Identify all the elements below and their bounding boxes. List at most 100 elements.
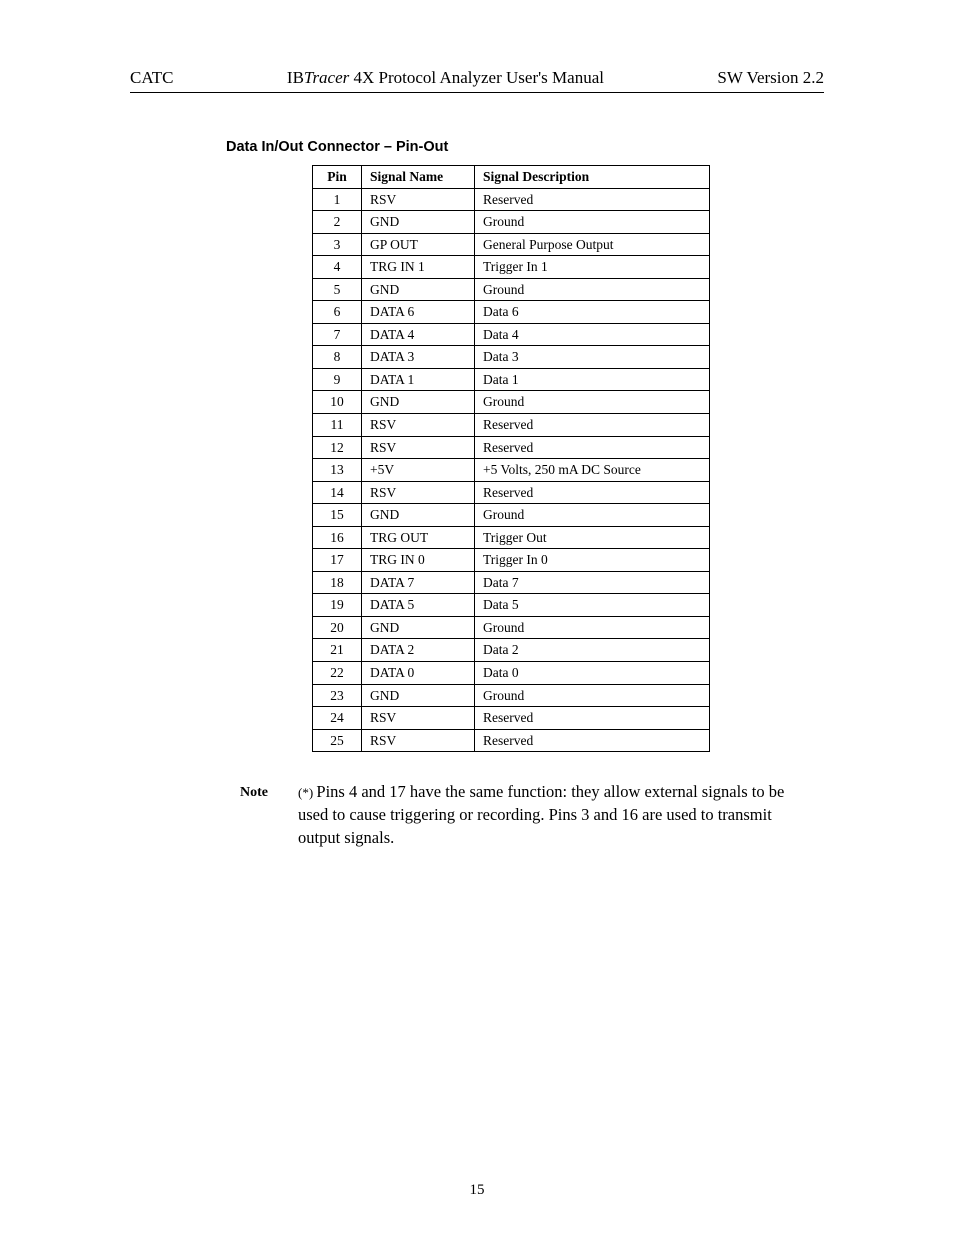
table-cell: +5V (362, 459, 475, 482)
table-row: 7DATA 4Data 4 (313, 323, 710, 346)
table-cell: 6 (313, 301, 362, 324)
table-row: 20GNDGround (313, 616, 710, 639)
table-cell: Reserved (475, 436, 710, 459)
table-cell: 16 (313, 526, 362, 549)
table-row: 13+5V+5 Volts, 250 mA DC Source (313, 459, 710, 482)
table-row: 18DATA 7Data 7 (313, 571, 710, 594)
table-cell: RSV (362, 414, 475, 437)
table-cell: Trigger Out (475, 526, 710, 549)
table-cell: General Purpose Output (475, 233, 710, 256)
table-row: 23GNDGround (313, 684, 710, 707)
table-row: 19DATA 5Data 5 (313, 594, 710, 617)
table-row: 2GNDGround (313, 211, 710, 234)
table-cell: GND (362, 211, 475, 234)
table-row: 24RSVReserved (313, 707, 710, 730)
table-row: 22DATA 0Data 0 (313, 662, 710, 685)
table-header-row: Pin Signal Name Signal Description (313, 166, 710, 189)
table-cell: Data 6 (475, 301, 710, 324)
table-cell: GND (362, 504, 475, 527)
table-cell: 3 (313, 233, 362, 256)
table-cell: Reserved (475, 729, 710, 752)
table-row: 5GNDGround (313, 278, 710, 301)
table-row: 10GNDGround (313, 391, 710, 414)
table-row: 9DATA 1Data 1 (313, 368, 710, 391)
table-cell: Data 3 (475, 346, 710, 369)
table-cell: 4 (313, 256, 362, 279)
header-center: IBTracer 4X Protocol Analyzer User's Man… (173, 68, 717, 88)
table-cell: Reserved (475, 481, 710, 504)
table-row: 4TRG IN 1Trigger In 1 (313, 256, 710, 279)
table-cell: GND (362, 616, 475, 639)
table-cell: 13 (313, 459, 362, 482)
table-cell: 8 (313, 346, 362, 369)
header-center-italic: Tracer (304, 68, 349, 87)
table-cell: 11 (313, 414, 362, 437)
page-number: 15 (0, 1182, 954, 1199)
table-cell: TRG OUT (362, 526, 475, 549)
table-cell: 19 (313, 594, 362, 617)
table-cell: TRG IN 1 (362, 256, 475, 279)
note-text: (*) Pins 4 and 17 have the same function… (298, 780, 786, 849)
header-center-suffix: 4X Protocol Analyzer User's Manual (349, 68, 604, 87)
table-cell: DATA 6 (362, 301, 475, 324)
table-row: 3GP OUTGeneral Purpose Output (313, 233, 710, 256)
table-cell: RSV (362, 707, 475, 730)
table-cell: Data 0 (475, 662, 710, 685)
table-cell: 18 (313, 571, 362, 594)
table-cell: GND (362, 684, 475, 707)
table-cell: 12 (313, 436, 362, 459)
table-cell: 2 (313, 211, 362, 234)
table-cell: Ground (475, 616, 710, 639)
table-cell: TRG IN 0 (362, 549, 475, 572)
table-cell: GND (362, 391, 475, 414)
note-block: Note (*) Pins 4 and 17 have the same fun… (240, 780, 786, 849)
table-cell: RSV (362, 481, 475, 504)
table-cell: 17 (313, 549, 362, 572)
table-cell: GND (362, 278, 475, 301)
header-center-prefix: IB (287, 68, 304, 87)
table-cell: 5 (313, 278, 362, 301)
table-cell: RSV (362, 436, 475, 459)
note-body: Pins 4 and 17 have the same function: th… (298, 782, 784, 847)
table-row: 21DATA 2Data 2 (313, 639, 710, 662)
table-cell: Trigger In 0 (475, 549, 710, 572)
table-row: 25RSVReserved (313, 729, 710, 752)
table-row: 11RSVReserved (313, 414, 710, 437)
section: Data In/Out Connector – Pin-Out Pin Sign… (226, 139, 786, 850)
table-row: 12RSVReserved (313, 436, 710, 459)
table-cell: Data 7 (475, 571, 710, 594)
header-right: SW Version 2.2 (717, 68, 824, 88)
table-cell: 20 (313, 616, 362, 639)
table-row: 14RSVReserved (313, 481, 710, 504)
col-header-name: Signal Name (362, 166, 475, 189)
table-cell: 21 (313, 639, 362, 662)
table-cell: Reserved (475, 707, 710, 730)
table-cell: DATA 0 (362, 662, 475, 685)
table-cell: 22 (313, 662, 362, 685)
table-cell: 14 (313, 481, 362, 504)
table-cell: DATA 1 (362, 368, 475, 391)
table-row: 6DATA 6Data 6 (313, 301, 710, 324)
table-row: 17TRG IN 0Trigger In 0 (313, 549, 710, 572)
table-row: 8DATA 3Data 3 (313, 346, 710, 369)
table-cell: 24 (313, 707, 362, 730)
table-row: 1RSVReserved (313, 188, 710, 211)
table-cell: GP OUT (362, 233, 475, 256)
table-cell: Data 1 (475, 368, 710, 391)
table-cell: Trigger In 1 (475, 256, 710, 279)
table-cell: Ground (475, 211, 710, 234)
table-cell: 15 (313, 504, 362, 527)
table-cell: Ground (475, 504, 710, 527)
table-cell: 10 (313, 391, 362, 414)
table-cell: DATA 3 (362, 346, 475, 369)
col-header-desc: Signal Description (475, 166, 710, 189)
table-cell: DATA 2 (362, 639, 475, 662)
table-cell: 25 (313, 729, 362, 752)
note-label: Note (240, 780, 298, 849)
table-cell: DATA 7 (362, 571, 475, 594)
table-cell: Ground (475, 684, 710, 707)
table-row: 16TRG OUTTrigger Out (313, 526, 710, 549)
table-row: 15GNDGround (313, 504, 710, 527)
table-cell: Ground (475, 278, 710, 301)
col-header-pin: Pin (313, 166, 362, 189)
